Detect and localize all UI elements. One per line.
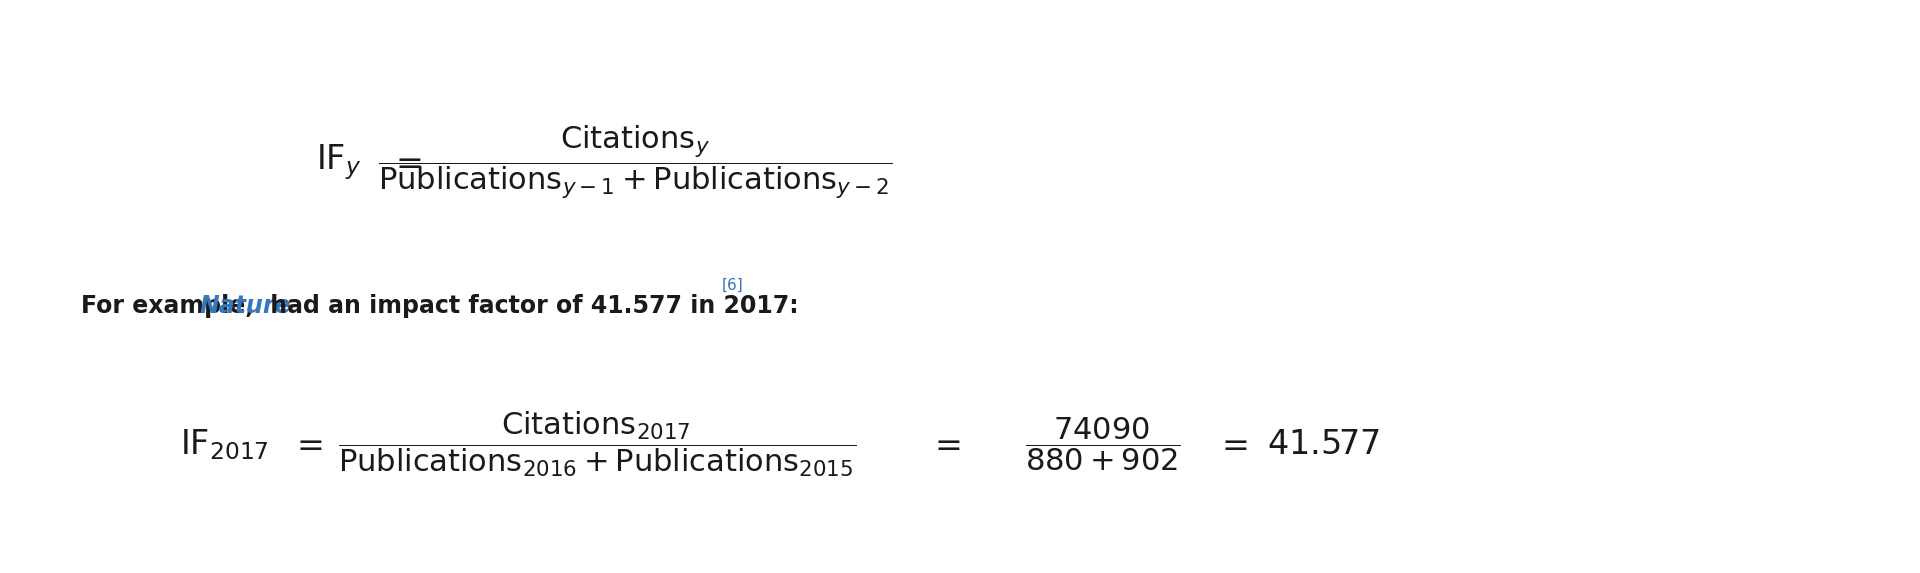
Text: $41.577$: $41.577$: [1267, 428, 1380, 461]
Text: [6]: [6]: [722, 277, 743, 292]
Text: $\mathrm{IF}_{y}$: $\mathrm{IF}_{y}$: [317, 142, 361, 182]
Text: For example,: For example,: [81, 295, 261, 318]
Text: $=$: $=$: [290, 428, 323, 461]
Text: $=$: $=$: [390, 146, 422, 179]
Text: $=$: $=$: [927, 428, 962, 461]
Text: $\dfrac{74090}{880 + 902}$: $\dfrac{74090}{880 + 902}$: [1025, 416, 1181, 473]
Text: $=$: $=$: [1215, 428, 1248, 461]
Text: $\mathrm{IF}_{2017}$: $\mathrm{IF}_{2017}$: [180, 427, 269, 462]
Text: $\dfrac{\mathrm{Citations}_{y}}{\mathrm{Publications}_{y-1} + \mathrm{Publicatio: $\dfrac{\mathrm{Citations}_{y}}{\mathrm{…: [378, 123, 893, 201]
Text: Nature: Nature: [200, 295, 290, 318]
Text: $\dfrac{\mathrm{Citations}_{2017}}{\mathrm{Publications}_{2016} + \mathrm{Public: $\dfrac{\mathrm{Citations}_{2017}}{\math…: [338, 410, 856, 480]
Text: had an impact factor of 41.577 in 2017:: had an impact factor of 41.577 in 2017:: [263, 295, 799, 318]
